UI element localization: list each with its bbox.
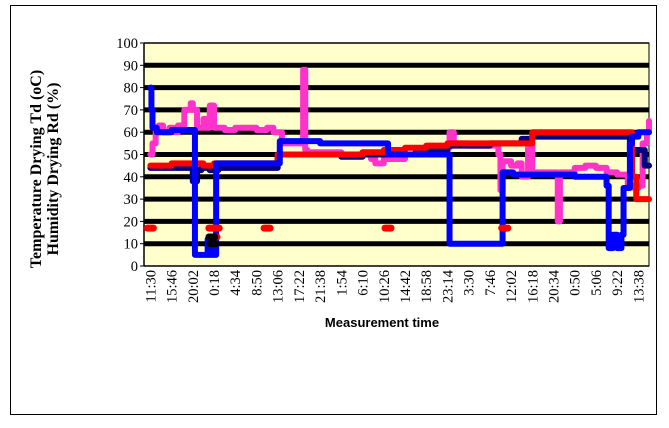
- x-tick-label: 0:50: [568, 270, 584, 296]
- chart-frame: 0 10 20 30 40 50 60 70 80 90 100 11:30 15:46 20:02 0:…: [10, 5, 657, 415]
- y-tick-label: 30: [124, 192, 139, 208]
- series-3-line: [147, 129, 652, 203]
- y-tick-label: 10: [124, 237, 139, 253]
- x-tick-label: 16:18: [525, 270, 541, 303]
- y-tick-label: 70: [124, 103, 139, 119]
- y-tick-label: 100: [116, 36, 138, 52]
- x-tick-label: 6:10: [356, 270, 372, 296]
- x-tick-label: 13:38: [631, 270, 647, 303]
- x-axis-title: Measurement time: [325, 315, 439, 330]
- x-axis-ticks: 11:30 15:46 20:02 0:18 4:34 8:50 13:06 17:22 21:…: [143, 269, 647, 303]
- x-tick-label: 23:14: [440, 269, 456, 303]
- x-tick-label: 20:02: [186, 270, 202, 303]
- y-tick-label: 90: [124, 58, 139, 74]
- x-tick-label: 20:34: [547, 269, 563, 303]
- x-tick-label: 3:30: [462, 270, 478, 296]
- y-axis-label-line-1: Temperature Drying Td (oC): [28, 70, 45, 268]
- x-tick-label: 5:06: [589, 270, 605, 296]
- y-tick-label: 80: [124, 81, 139, 97]
- x-tick-label: 12:02: [504, 270, 520, 303]
- y-tick-label: 20: [124, 214, 139, 230]
- x-tick-label: 14:42: [398, 270, 414, 303]
- x-tick-label: 13:06: [271, 270, 287, 303]
- y-tick-label: 60: [124, 125, 139, 141]
- x-tick-label: 11:30: [143, 270, 159, 303]
- y-axis-ticks: 0 10 20 30 40 50 60 70 80 90 100: [116, 36, 144, 275]
- series-1-line: [147, 66, 652, 225]
- series-4-line: [147, 84, 652, 258]
- y-tick-label: 40: [124, 170, 139, 186]
- series-layer: [143, 66, 652, 258]
- x-tick-label: 9:22: [610, 270, 626, 296]
- x-tick-label: 0:18: [207, 270, 223, 296]
- y-tick-label: 50: [124, 148, 139, 164]
- x-tick-label: 15:46: [165, 270, 181, 303]
- x-tick-label: 8:50: [249, 270, 265, 296]
- x-tick-label: 4:34: [228, 269, 244, 296]
- y-tick-label: 0: [131, 259, 138, 275]
- x-tick-label: 10:26: [377, 270, 393, 303]
- x-tick-label: 21:38: [313, 270, 329, 303]
- line-chart: 0 10 20 30 40 50 60 70 80 90 100 11:30 15:46 20:02 0:…: [28, 36, 652, 330]
- x-tick-label: 18:58: [419, 270, 435, 303]
- x-tick-label: 7:46: [483, 270, 499, 296]
- y-axis-label-line-2: Humidity Drying Rd (%): [45, 83, 62, 256]
- x-tick-label: 1:54: [334, 269, 350, 296]
- x-tick-label: 17:22: [292, 270, 308, 303]
